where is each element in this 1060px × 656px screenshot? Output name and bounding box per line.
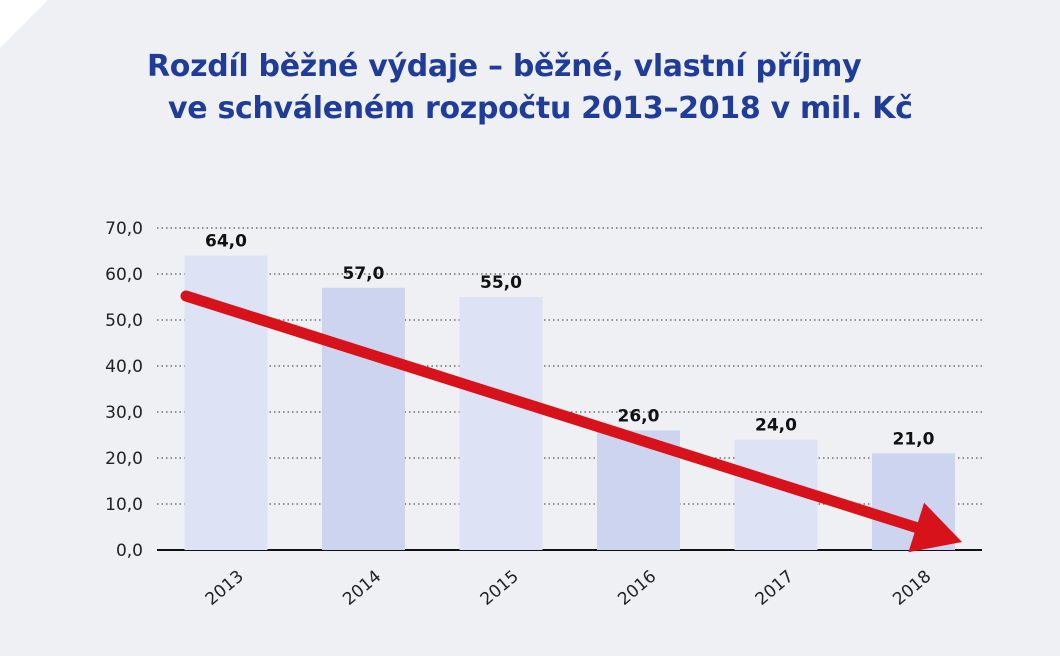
x-tick-label-2014: 2014 xyxy=(339,567,385,610)
x-tick-label-2017: 2017 xyxy=(752,567,798,610)
x-tick-label-2016: 2016 xyxy=(614,567,660,610)
gridlines xyxy=(157,227,982,551)
y-tick-label: 40,0 xyxy=(105,357,143,377)
x-tick-label-2013: 2013 xyxy=(202,567,248,610)
value-label-2018: 21,0 xyxy=(893,429,935,449)
bar-2015 xyxy=(459,297,543,550)
bar-2014 xyxy=(322,287,405,550)
y-tick-label: 30,0 xyxy=(105,403,143,423)
value-label-2013: 64,0 xyxy=(205,232,247,252)
chart-title-line-1: Rozdíl běžné výdaje – běžné, vlastní pří… xyxy=(147,49,862,84)
y-tick-label: 10,0 xyxy=(105,495,143,515)
value-label-2017: 24,0 xyxy=(755,416,797,436)
x-tick-label-2018: 2018 xyxy=(889,567,935,610)
x-axis-ticks: 2013 2014 2015 2016 2017 2018 xyxy=(202,567,935,610)
trend-arrow-shaft xyxy=(180,290,922,533)
chart-title: Rozdíl běžné výdaje – běžné, vlastní pří… xyxy=(0,46,1060,130)
value-label-2015: 55,0 xyxy=(480,273,522,293)
y-axis-ticks: 0,0 10,0 20,0 30,0 40,0 50,0 60,0 70,0 xyxy=(105,219,143,561)
trend-arrow xyxy=(180,290,962,553)
y-tick-label: 20,0 xyxy=(105,449,143,469)
value-label-2014: 57,0 xyxy=(343,264,385,284)
y-tick-label: 70,0 xyxy=(105,219,143,239)
value-label-2016: 26,0 xyxy=(618,406,660,426)
x-tick-label-2015: 2015 xyxy=(477,567,523,610)
trend-arrow-head xyxy=(908,502,962,553)
y-tick-label: 60,0 xyxy=(105,265,143,285)
y-tick-label: 50,0 xyxy=(105,311,143,331)
value-labels: 64,0 57,0 55,0 26,0 24,0 21,0 xyxy=(205,232,935,450)
y-tick-label: 0,0 xyxy=(116,541,143,561)
chart-title-line-2: ve schváleném rozpočtu 2013–2018 v mil. … xyxy=(168,91,913,126)
